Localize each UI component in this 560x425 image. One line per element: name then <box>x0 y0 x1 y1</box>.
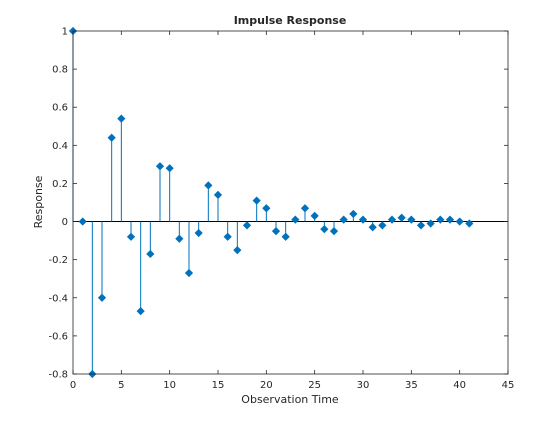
stem-marker <box>97 293 107 302</box>
stem-marker <box>252 196 261 205</box>
stem-marker <box>175 234 184 243</box>
stem-marker <box>155 162 165 171</box>
y-tick-label: -0.8 <box>48 370 68 381</box>
x-tick-label: 10 <box>163 380 176 391</box>
stem-marker <box>204 181 213 190</box>
plot-area <box>73 31 508 374</box>
stem-marker <box>397 213 406 222</box>
y-tick-label: 0.8 <box>52 65 68 76</box>
y-tick-label: -0.4 <box>48 293 68 304</box>
stem-marker <box>107 133 116 142</box>
stem-marker <box>281 232 290 241</box>
stem-marker <box>310 211 319 220</box>
x-tick-label: 35 <box>405 380 418 391</box>
stem-marker <box>271 226 281 236</box>
stem-marker <box>378 221 387 230</box>
stem-marker <box>242 221 252 230</box>
y-tick-label: 0.6 <box>52 103 68 114</box>
y-tick-label: -0.2 <box>48 255 68 266</box>
stem-marker <box>445 215 455 224</box>
stem-marker <box>291 215 300 224</box>
stem-marker <box>165 164 174 173</box>
stem-marker <box>126 232 136 241</box>
y-tick-label: 0 <box>62 217 68 228</box>
stem-marker <box>358 215 368 224</box>
stem-marker <box>233 246 242 255</box>
stem-marker <box>223 232 232 241</box>
stem-marker <box>436 215 445 224</box>
y-tick-label: 0.2 <box>52 179 68 190</box>
x-tick-label: 40 <box>453 380 466 391</box>
stem-marker <box>78 217 87 226</box>
stem-marker <box>465 219 474 228</box>
x-tick-label: 30 <box>357 380 370 391</box>
x-tick-label: 5 <box>118 380 124 391</box>
stem-marker <box>117 114 126 123</box>
stem-marker <box>368 223 377 232</box>
x-tick-label: 15 <box>212 380 225 391</box>
stem-marker <box>184 268 194 278</box>
stem-marker <box>300 204 310 213</box>
x-tick-label: 45 <box>502 380 515 391</box>
stem-marker <box>262 204 271 213</box>
stem-marker <box>416 221 426 230</box>
y-tick-label: 0.4 <box>52 141 68 152</box>
stem-marker <box>455 217 464 226</box>
stem-marker <box>136 307 145 316</box>
stem-marker <box>349 209 358 219</box>
stem-marker <box>387 215 397 224</box>
stem-marker <box>407 215 416 224</box>
stem-marker <box>339 215 348 224</box>
plot-box <box>72 30 509 375</box>
y-tick-label: 1 <box>62 27 68 38</box>
stem-marker <box>213 190 223 199</box>
x-tick-label: 0 <box>70 380 76 391</box>
stem-marker <box>194 228 203 238</box>
chart-title: Impulse Response <box>234 14 347 27</box>
y-axis-label: Response <box>32 175 45 228</box>
y-tick-label: -0.6 <box>48 331 68 342</box>
stem-marker <box>320 225 329 234</box>
x-tick-label: 20 <box>260 380 273 391</box>
x-tick-label: 25 <box>308 380 321 391</box>
stem-marker <box>426 219 435 228</box>
stem-marker <box>146 249 155 259</box>
stem-marker <box>329 226 339 236</box>
x-axis-label: Observation Time <box>241 393 339 406</box>
